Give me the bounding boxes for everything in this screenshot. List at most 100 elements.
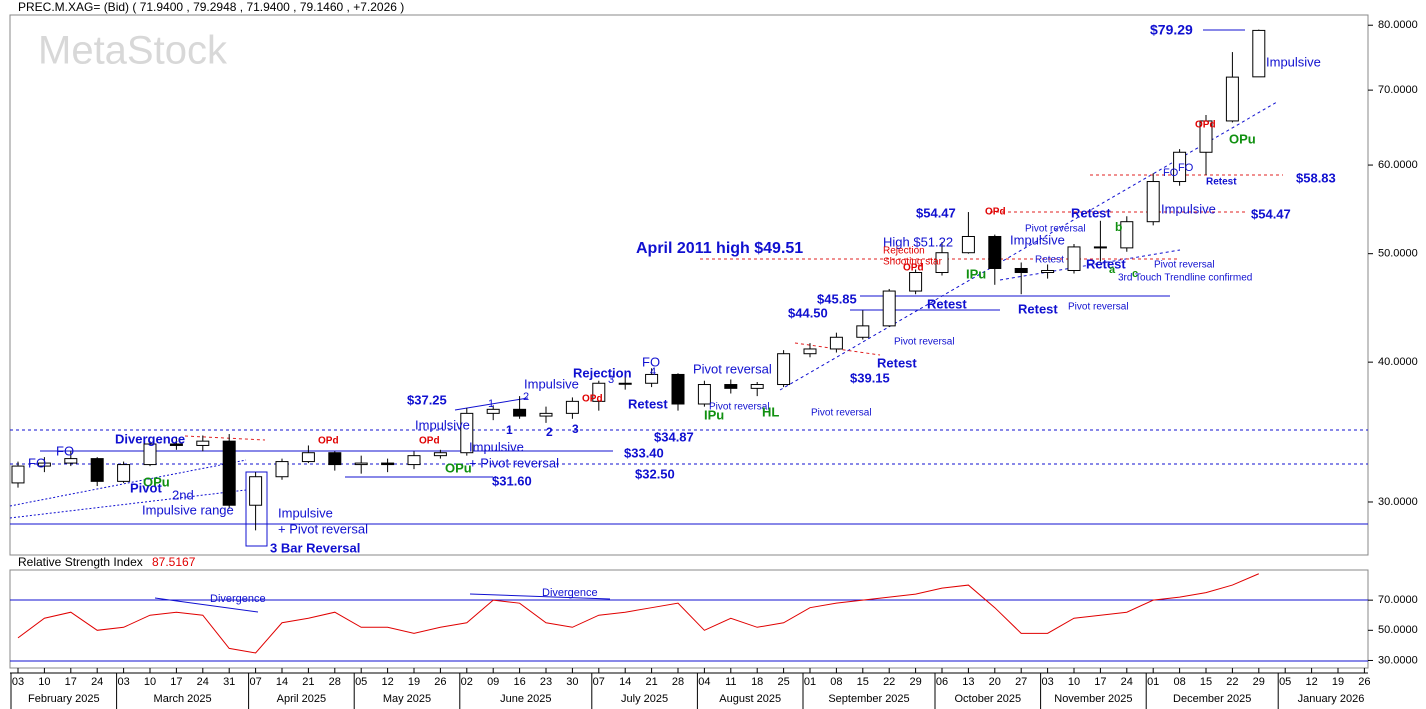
candle-body	[697, 384, 711, 405]
annotation: 1	[506, 423, 513, 437]
annotation: $44.50	[788, 305, 828, 320]
candle-body	[222, 440, 236, 506]
month-label: November 2025	[1054, 693, 1132, 705]
x-tick-label: 11	[725, 676, 736, 688]
annotation: OPu	[445, 460, 472, 475]
candle-body	[1173, 151, 1187, 183]
candle-body	[645, 373, 659, 384]
x-tick-label: 20	[989, 676, 1001, 688]
rsi-title: Relative Strength Index	[18, 555, 143, 569]
annotation: FO	[56, 443, 74, 458]
candle-body	[1252, 29, 1266, 78]
x-tick-label: 12	[1305, 676, 1317, 688]
candle-body	[328, 452, 342, 466]
y-tick-label: 50.0000	[1378, 248, 1418, 260]
annotation: Retest	[1206, 177, 1237, 188]
y-tick-label: 30.0000	[1378, 654, 1418, 666]
x-tick-label: 15	[857, 676, 869, 688]
annotation: $37.25	[407, 392, 447, 407]
annotation: $32.50	[635, 466, 675, 481]
x-tick-label: 25	[777, 676, 789, 688]
x-tick-label: 27	[1015, 676, 1027, 688]
x-tick-label: 17	[65, 676, 77, 688]
trendline	[999, 249, 1181, 281]
x-tick-label: 03	[1041, 676, 1053, 688]
level-line	[184, 435, 266, 441]
x-tick-label: 08	[830, 676, 842, 688]
annotation: Retest	[1071, 205, 1111, 220]
candle-body	[11, 465, 25, 484]
annotation: OPd	[419, 436, 440, 447]
annotation: Rejection	[883, 246, 925, 257]
annotation: HL	[762, 404, 779, 419]
annotation: $39.15	[850, 370, 890, 385]
annotation: a	[1109, 264, 1116, 276]
candle-body	[460, 412, 474, 454]
annotation: 3 Bar Reversal	[270, 540, 360, 555]
annotation: Impulsive	[1161, 201, 1216, 216]
month-label: February 2025	[28, 693, 100, 705]
y-tick-label: 50.0000	[1378, 624, 1418, 636]
x-tick-label: 15	[1200, 676, 1212, 688]
annotation: $31.60	[492, 473, 532, 488]
annotation: Impulsive range	[142, 502, 234, 517]
rsi-frame	[9, 569, 1369, 669]
y-tick-label: 60.0000	[1378, 159, 1418, 171]
annotation: Retest	[1018, 301, 1058, 316]
candle-body	[301, 452, 315, 463]
x-tick-label: 05	[355, 676, 367, 688]
annotation: c	[1132, 268, 1138, 280]
annotation: Divergence	[210, 593, 266, 605]
candle-body	[988, 235, 1002, 269]
annotation: OPd	[903, 263, 924, 274]
candle-body	[592, 382, 606, 402]
candle-body	[539, 412, 553, 417]
annotation: Impulsive	[1266, 54, 1321, 69]
annotation: Impulsive	[278, 505, 333, 520]
annotation: + Pivot reversal	[278, 521, 368, 536]
x-tick-label: 23	[540, 676, 552, 688]
annotation: b	[1115, 220, 1122, 234]
x-tick-label: 22	[883, 676, 895, 688]
annotation: Pivot reversal	[811, 408, 872, 419]
candle-body	[1041, 269, 1055, 274]
candle-body	[196, 440, 210, 446]
y-tick-label: 80.0000	[1378, 19, 1418, 31]
x-tick-label: 03	[12, 676, 24, 688]
candle-body	[724, 384, 738, 389]
annotation: Shooting star	[883, 257, 943, 268]
x-tick-label: 10	[38, 676, 50, 688]
annotation: Retest	[628, 396, 668, 411]
annotation: 2	[546, 425, 553, 439]
candle-body	[1014, 267, 1028, 274]
candle-body	[275, 461, 289, 478]
x-tick-label: 05	[1279, 676, 1291, 688]
x-tick-label: 17	[1094, 676, 1106, 688]
candle-body	[354, 462, 368, 466]
candle-body	[381, 462, 395, 466]
month-label: August 2025	[719, 693, 781, 705]
candle-body	[143, 443, 157, 466]
annotation: 2	[523, 391, 529, 403]
candle-body	[486, 408, 500, 414]
candle-body	[777, 353, 791, 386]
x-tick-label: 10	[144, 676, 156, 688]
candle-body	[117, 464, 131, 482]
annotation: April 2011 high $49.51	[636, 240, 803, 257]
annotation: IPu	[704, 407, 724, 422]
x-tick-label: 21	[645, 676, 657, 688]
annotation: Pivot reversal	[709, 402, 770, 413]
candle-body	[882, 290, 896, 327]
watermark: MetaStock	[38, 29, 228, 73]
x-tick-label: 18	[751, 676, 763, 688]
annotation: OPd	[1195, 120, 1216, 131]
month-label: July 2025	[621, 693, 668, 705]
candle-body	[750, 384, 764, 389]
candle-body	[1120, 221, 1134, 249]
annotation: Retest	[877, 355, 917, 370]
annotation: FO	[1163, 167, 1179, 179]
x-tick-label: 21	[302, 676, 314, 688]
annotation: OPu	[143, 474, 170, 489]
annotation: Pivot reversal	[1025, 224, 1086, 235]
